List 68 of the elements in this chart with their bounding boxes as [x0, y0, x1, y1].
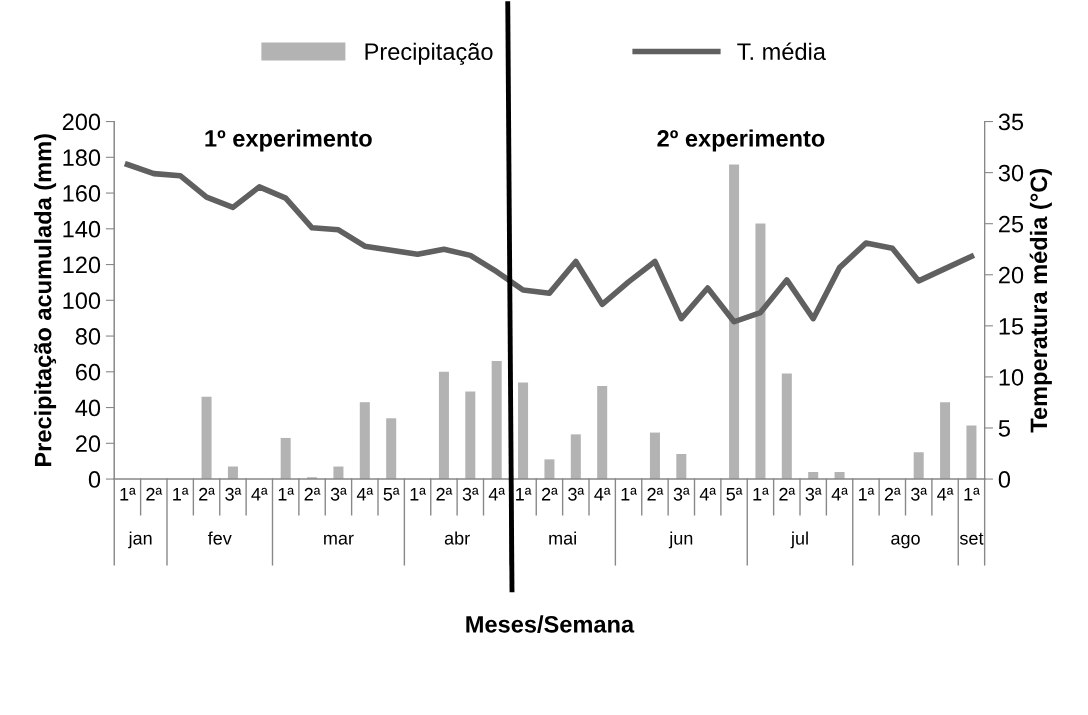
- x-tick-label: 3ª: [568, 487, 585, 501]
- x-tick-label: 1ª: [964, 487, 980, 501]
- text: jan: [128, 531, 152, 549]
- x-tick-label: 3ª: [330, 487, 347, 501]
- x-tick-label: 4ª: [937, 487, 954, 501]
- y2-tick-label: 0: [998, 471, 1011, 488]
- y2-tick-label: 10: [999, 368, 1024, 386]
- y2-tick-label: 30: [998, 164, 1024, 182]
- x-tick-label: 2ª: [199, 487, 215, 501]
- x-tick-label: 1ª: [278, 487, 295, 501]
- x-tick-label: 3ª: [911, 487, 928, 501]
- x-tick-label: 3ª: [805, 487, 822, 501]
- y-tick-label: 0: [88, 471, 101, 488]
- y2-axis-title: Temperatura média (°C): [1029, 169, 1052, 433]
- text: mar: [324, 534, 354, 545]
- legend-label: Precipitação: [365, 42, 493, 65]
- x-tick-label: 3ª: [225, 487, 242, 501]
- x-tick-label: 3ª: [673, 487, 690, 501]
- y-tick-label: 60: [75, 363, 101, 381]
- text: mai: [549, 531, 576, 545]
- y-tick-label: 40: [75, 399, 101, 417]
- x-tick-label: 4ª: [699, 487, 717, 501]
- y-tick-label: 160: [63, 185, 101, 202]
- x-tick-label: 1ª: [410, 487, 426, 501]
- y-tick-label: 120: [63, 256, 101, 274]
- y-axis-title: Precipitação acumulada (mm): [34, 134, 57, 467]
- x-tick-label: 1ª: [173, 487, 189, 501]
- x-tick-label: 3ª: [462, 487, 479, 501]
- text: abr: [444, 531, 470, 545]
- x-tick-label: 4ª: [251, 487, 268, 501]
- y-tick-label: 80: [75, 328, 101, 345]
- x-tick-label: 1ª: [516, 487, 532, 501]
- y-tick-label: 180: [63, 149, 101, 167]
- x-tick-label: 2ª: [304, 487, 321, 501]
- x-tick-label: 4ª: [831, 487, 848, 501]
- x-tick-label: 2ª: [541, 487, 558, 501]
- x-tick-label: 4ª: [594, 487, 611, 501]
- x-tick-label: 2ª: [779, 487, 796, 501]
- y2-tick-label: 20: [999, 266, 1024, 284]
- text: jul: [790, 531, 808, 549]
- y-tick-label: 100: [63, 292, 101, 310]
- x-axis-title: Meses/Semana: [466, 615, 635, 633]
- annotation: 1º experimento: [205, 129, 372, 152]
- legend-label: T. média: [737, 42, 826, 61]
- y-tick-label: 140: [63, 220, 101, 238]
- y2-tick-label: 15: [999, 318, 1024, 335]
- x-tick-label: 2ª: [884, 487, 901, 501]
- x-tick-label: 1ª: [120, 487, 136, 501]
- text: ago: [891, 534, 920, 549]
- text: fev: [207, 531, 232, 545]
- x-tick-label: 1ª: [621, 487, 637, 501]
- y-tick-label: 20: [75, 435, 101, 453]
- x-tick-label: 2ª: [647, 487, 664, 501]
- x-tick-label: 1ª: [753, 487, 769, 501]
- x-tick-label: 2ª: [146, 487, 163, 501]
- annotation: 2º experimento: [657, 129, 825, 152]
- x-tick-label: 4ª: [488, 487, 506, 501]
- y-tick-label: 200: [62, 113, 101, 131]
- y2-tick-label: 35: [998, 113, 1024, 131]
- x-tick-label: 5ª: [726, 487, 743, 501]
- x-tick-label: 4ª: [356, 487, 374, 501]
- text: set: [959, 532, 984, 545]
- x-tick-label: 5ª: [383, 487, 400, 501]
- x-tick-label: 1ª: [858, 487, 875, 501]
- y2-tick-label: 25: [999, 215, 1024, 233]
- y2-tick-label: 5: [998, 420, 1010, 437]
- x-tick-label: 2ª: [436, 487, 453, 501]
- text: jun: [668, 531, 693, 549]
